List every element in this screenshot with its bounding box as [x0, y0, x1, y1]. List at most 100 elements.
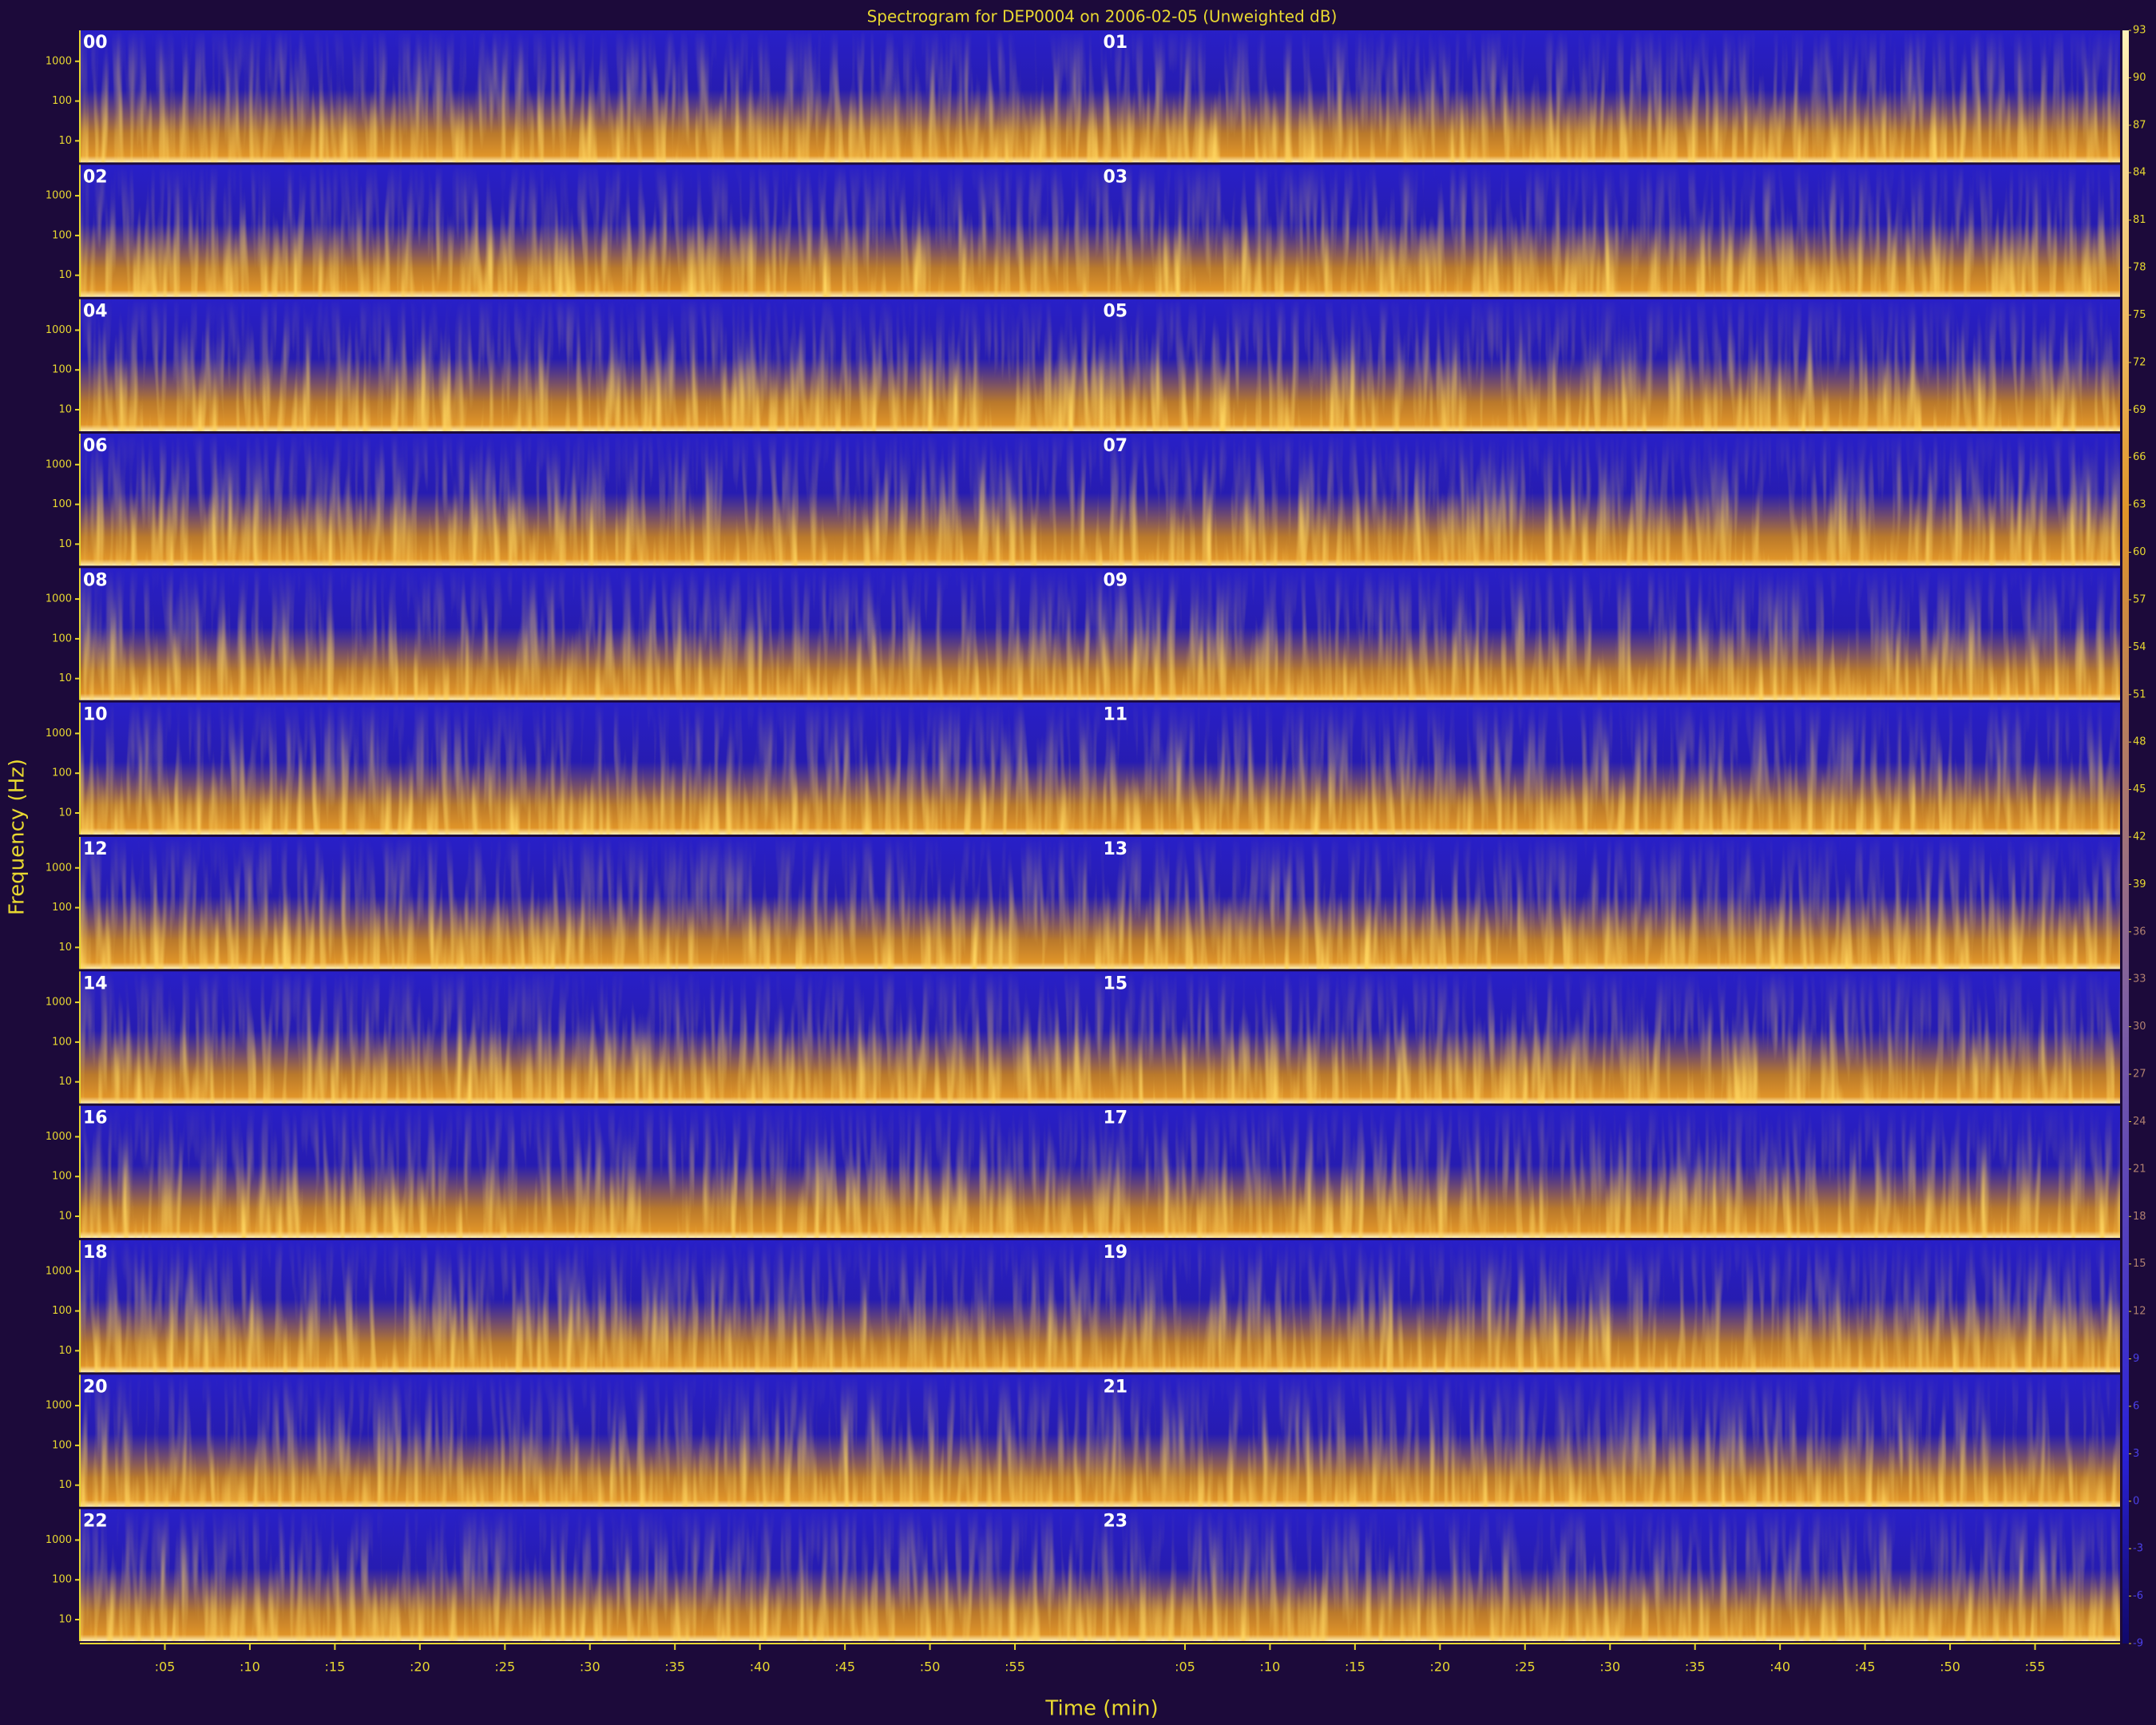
panel-label: 15	[1104, 974, 1128, 993]
colorbar-tick-label: 93	[2133, 25, 2146, 37]
spectrogram-texture	[80, 568, 2120, 700]
y-tick-label: 10	[58, 538, 72, 550]
y-tick-label: 1000	[46, 862, 72, 874]
colorbar-tick-label: 60	[2133, 546, 2146, 558]
panel-label: 19	[1104, 1243, 1128, 1263]
y-tick-label: 10	[58, 807, 72, 819]
y-tick-label: 100	[52, 902, 72, 914]
colorbar-tick-label: 81	[2133, 214, 2146, 226]
colorbar-tick-label: 51	[2133, 688, 2146, 700]
y-axis-label: Frequency (Hz)	[6, 759, 30, 915]
y-tick-label: 10	[58, 135, 72, 147]
spectrogram-texture	[80, 30, 2120, 163]
x-tick-label: :55	[1005, 1660, 1025, 1675]
panel-label: 02	[83, 167, 108, 187]
panel-label: 11	[1104, 705, 1128, 725]
colorbar-tick-label: 0	[2133, 1495, 2139, 1507]
colorbar-tick-label: 57	[2133, 593, 2146, 605]
x-tick-label: :15	[1345, 1660, 1365, 1675]
colorbar-tick-label: 24	[2133, 1116, 2146, 1128]
colorbar-tick-label: -3	[2133, 1543, 2143, 1555]
colorbar-tick-label: 42	[2133, 831, 2146, 843]
panel-label: 16	[83, 1108, 108, 1128]
colorbar-tick-label: 45	[2133, 783, 2146, 795]
colorbar-tick-label: -9	[2133, 1638, 2143, 1650]
spectrogram-texture	[80, 165, 2120, 297]
y-tick-label: 1000	[46, 1131, 72, 1143]
colorbar-tick-label: 48	[2133, 736, 2146, 748]
x-tick-label: :10	[1260, 1660, 1281, 1675]
y-tick-label: 1000	[46, 458, 72, 470]
y-tick-label: 10	[58, 1479, 72, 1491]
colorbar-tick-label: 27	[2133, 1069, 2146, 1081]
x-tick-label: :40	[750, 1660, 771, 1675]
plots: 10 100 1000 00 01 10 100 1000 02 03 10 100 1000 04 05 1…	[46, 30, 2131, 1675]
colorbar-tick-label: 90	[2133, 72, 2146, 84]
y-tick-label: 1000	[46, 1400, 72, 1412]
colorbar-tick-label: 6	[2133, 1400, 2139, 1412]
x-tick-label: :20	[1429, 1660, 1450, 1675]
x-tick-label: :15	[325, 1660, 346, 1675]
panel-label: 01	[1104, 33, 1128, 53]
y-tick-label: 1000	[46, 324, 72, 336]
panel-label: 14	[83, 974, 108, 993]
colorbar-tick-label: 33	[2133, 974, 2146, 985]
panel-label: 06	[83, 436, 108, 456]
colorbar-tick-label: 63	[2133, 499, 2146, 511]
y-tick-label: 100	[52, 1574, 72, 1586]
panel-label: 18	[83, 1243, 108, 1263]
x-tick-label: :30	[1599, 1660, 1620, 1675]
y-tick-label: 1000	[46, 1265, 72, 1277]
x-tick-label: :45	[1855, 1660, 1876, 1675]
y-tick-label: 100	[52, 364, 72, 376]
colorbar-tick-label: 72	[2133, 356, 2146, 368]
x-tick-label: :45	[834, 1660, 855, 1675]
y-tick-label: 1000	[46, 1534, 72, 1546]
y-tick-label: 10	[58, 672, 72, 684]
x-tick-label: :35	[1685, 1660, 1706, 1675]
colorbar-tick-label: 18	[2133, 1211, 2146, 1223]
y-tick-label: 1000	[46, 593, 72, 605]
panel-label: 22	[83, 1512, 108, 1532]
colorbar-tick-label: 84	[2133, 167, 2146, 179]
colorbar-tick-label: 12	[2133, 1306, 2146, 1318]
panel-label: 07	[1104, 436, 1128, 456]
x-tick-label: :25	[1515, 1660, 1536, 1675]
x-tick-label: :55	[2025, 1660, 2046, 1675]
panel-label: 17	[1104, 1108, 1128, 1128]
y-tick-label: 100	[52, 1036, 72, 1048]
x-axis-label: Time (min)	[1044, 1697, 1158, 1721]
panel-label: 10	[83, 705, 108, 725]
panel-label: 08	[83, 570, 108, 590]
colorbar-tick-label: 15	[2133, 1258, 2146, 1270]
y-tick-label: 100	[52, 1439, 72, 1451]
spectrogram-texture	[80, 434, 2120, 566]
panel-label: 13	[1104, 839, 1128, 859]
spectrogram-texture	[80, 1105, 2120, 1238]
x-tick-label: :30	[580, 1660, 600, 1675]
y-tick-label: 100	[52, 632, 72, 644]
colorbar	[2122, 30, 2129, 1644]
panel-label: 23	[1104, 1512, 1128, 1532]
y-tick-label: 100	[52, 95, 72, 107]
panel-label: 12	[83, 839, 108, 859]
colorbar-tick-label: 3	[2133, 1448, 2139, 1460]
x-tick-label: :10	[240, 1660, 260, 1675]
chart-title: Spectrogram for DEP0004 on 2006-02-05 (U…	[867, 7, 1338, 26]
y-tick-label: 10	[58, 942, 72, 954]
colorbar-tick-label: 66	[2133, 451, 2146, 463]
colorbar-tick-label: -6	[2133, 1590, 2143, 1602]
colorbar-tick-label: 30	[2133, 1021, 2146, 1033]
y-tick-label: 1000	[46, 997, 72, 1009]
y-tick-label: 10	[58, 1345, 72, 1357]
y-tick-label: 100	[52, 1171, 72, 1183]
spectrogram-texture	[80, 1374, 2120, 1507]
y-tick-label: 10	[58, 1211, 72, 1223]
colorbar-tick-label: 9	[2133, 1353, 2139, 1365]
x-tick-label: :05	[155, 1660, 176, 1675]
spectrogram-texture	[80, 1509, 2120, 1641]
spectrogram-texture	[80, 299, 2120, 431]
x-tick-label: :35	[664, 1660, 685, 1675]
colorbar-tick-label: 78	[2133, 262, 2146, 274]
